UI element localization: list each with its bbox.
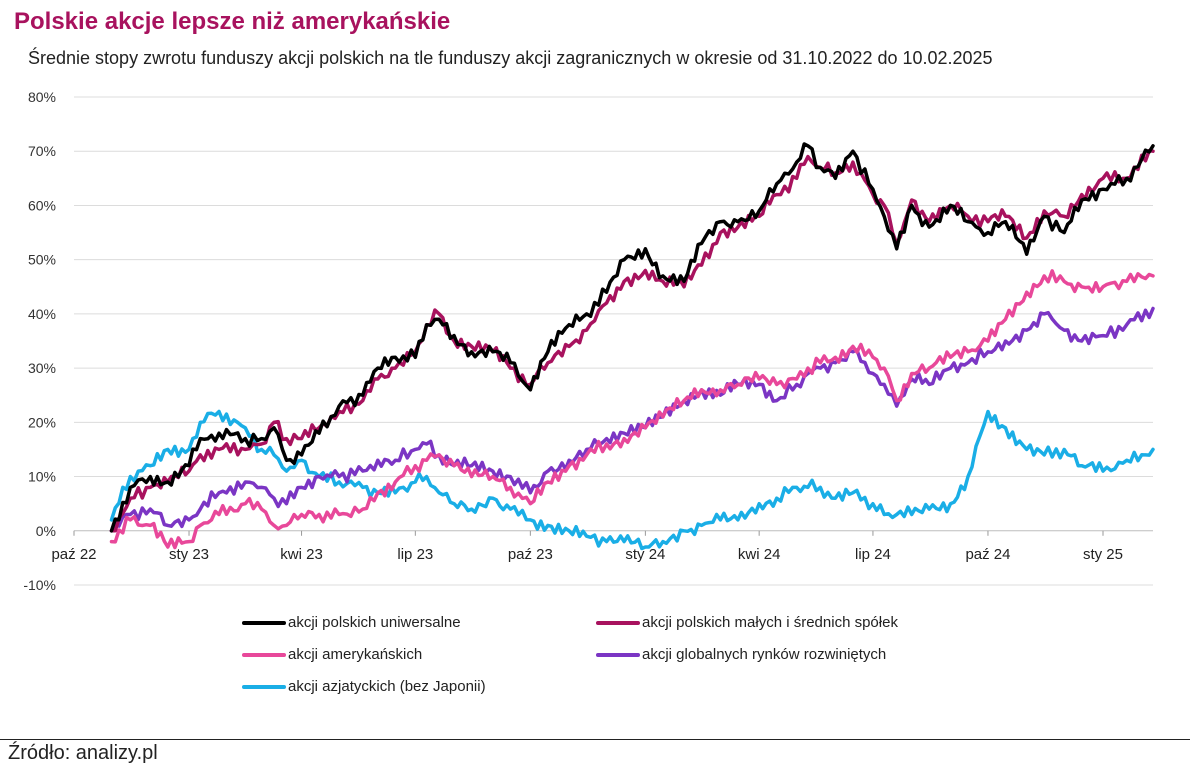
x-tick-label: sty 24 (625, 546, 665, 563)
y-tick-label: 50% (28, 252, 56, 268)
source-text: Źródło: analizy.pl (8, 742, 158, 764)
y-tick-label: 10% (28, 469, 56, 485)
source-divider (0, 739, 1190, 740)
y-tick-label: 80% (28, 89, 56, 105)
y-tick-label: 40% (28, 306, 56, 322)
x-tick-label: sty 23 (169, 546, 209, 563)
series-line-1 (109, 148, 1155, 533)
chart-title: Polskie akcje lepsze niż amerykańskie (14, 8, 451, 35)
y-axis-ticks: -10% 0% 10% 20% 30% 40% 50% 60% 70% 80% (23, 89, 56, 593)
x-tick-label: lip 24 (855, 546, 891, 563)
series-line-3 (109, 306, 1155, 533)
x-tick-label: sty 25 (1083, 546, 1123, 563)
x-tick-label: kwi 23 (280, 546, 323, 563)
y-tick-label: 60% (28, 197, 56, 213)
y-tick-label: 20% (28, 414, 56, 430)
gridlines (74, 96, 1153, 586)
series-line-4 (109, 409, 1155, 551)
series-line-2 (109, 269, 1155, 550)
x-tick-label: paź 22 (51, 546, 96, 563)
y-tick-label: 30% (28, 360, 56, 376)
line-chart: -10% 0% 10% 20% 30% 40% 50% 60% 70% 80% paź 22 sty… (23, 89, 1155, 593)
y-tick-label: 0% (36, 523, 56, 539)
x-tick-label: lip 23 (397, 546, 433, 563)
y-tick-label: 70% (28, 143, 56, 159)
chart-subtitle: Średnie stopy zwrotu funduszy akcji pols… (28, 48, 993, 68)
series-line-0 (109, 142, 1155, 533)
x-tick-label: paź 23 (508, 546, 553, 563)
x-axis-ticks: paź 22 sty 23 kwi 23 lip 23 paź 23 sty 24 kwi … (51, 530, 1123, 563)
x-tick-label: paź 24 (965, 546, 1010, 563)
y-tick-label: -10% (23, 577, 56, 593)
series-lines (109, 142, 1155, 551)
x-tick-label: kwi 24 (738, 546, 781, 563)
